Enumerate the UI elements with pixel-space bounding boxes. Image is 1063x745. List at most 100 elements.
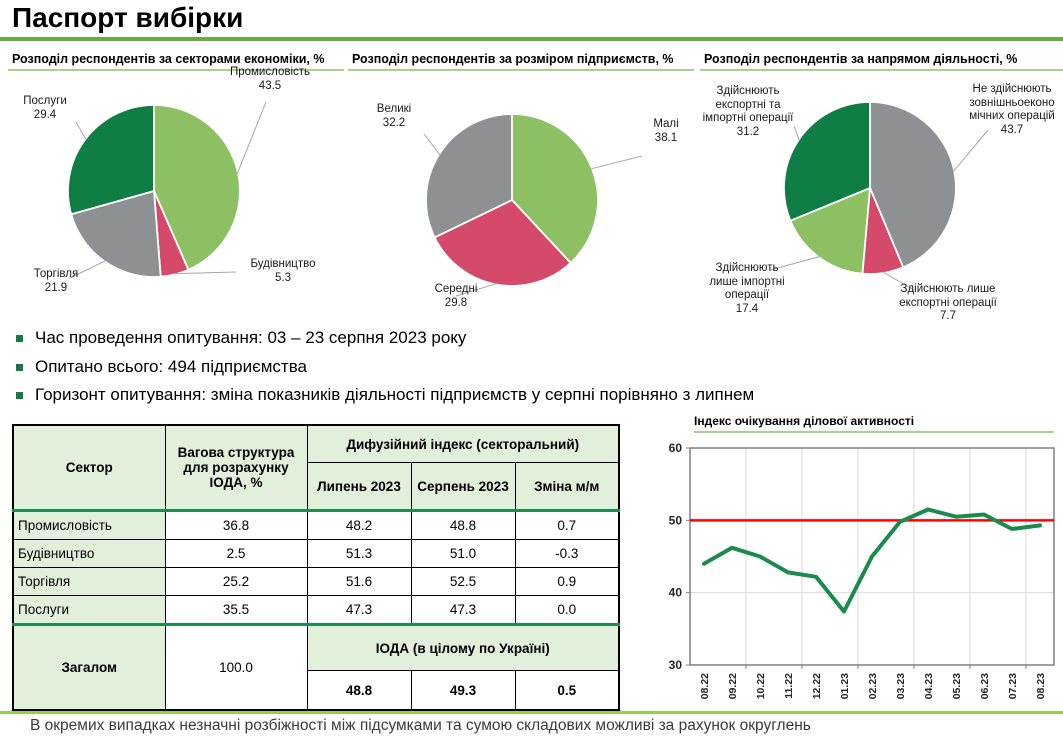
cell-sector: Торгівля [12, 567, 166, 596]
x-tick-label: 05.23 [951, 673, 963, 699]
col-header-diffusion: Дифузійний індекс (секторальний) [306, 424, 620, 463]
pie-slice [153, 104, 241, 271]
cell-weight: 35.5 [164, 595, 308, 625]
pie-chart-title: Розподіл респондентів за секторами еконо… [8, 46, 344, 72]
pie-svg-activity [769, 101, 989, 291]
x-tick-label: 08.23 [1035, 673, 1047, 699]
cell-august: 47.3 [410, 595, 516, 625]
pie-label: Не здійснюють зовнішньоеконо мічних опер… [962, 83, 1062, 137]
bullet-square-icon [16, 335, 23, 342]
business-activity-line-chart: 30 40 50 60 08.22 09.22 10.22 11.22 12.22 01.23 02… [669, 441, 1055, 699]
col-header-change: Зміна м/м [514, 462, 620, 511]
cell-july: 48.2 [306, 509, 412, 540]
list-item: Горизонт опитування: зміна показників ді… [16, 385, 776, 406]
pie-label-text: Здійснюють лише імпортні операції [709, 262, 785, 302]
title-divider [0, 37, 1063, 41]
leader-line [455, 283, 497, 297]
cell-sector: Промисловість [12, 509, 166, 540]
x-tick-label: 12.22 [811, 673, 823, 699]
leader-line [69, 260, 106, 279]
col-header-july: Липень 2023 [306, 462, 412, 511]
pie-label-text: Торгівля [33, 268, 79, 280]
cell-change: 0.9 [514, 567, 620, 596]
pie-svg-size [423, 113, 643, 297]
pie-chart-activity: Розподіл респондентів за напрямом діяльн… [700, 46, 1063, 326]
leader-line [953, 129, 989, 172]
bullet-text: Горизонт опитування: зміна показників ді… [35, 385, 755, 405]
pie-label-value: 17.4 [735, 302, 759, 315]
list-item: Час проведення опитування: 03 – 23 серпн… [16, 328, 776, 349]
table-row: Торгівля 25.2 51.6 52.5 0.9 [12, 567, 620, 596]
leader-line [75, 121, 87, 140]
cell-weight: 25.2 [164, 567, 308, 596]
pie-label-text: Середні [434, 283, 478, 295]
leader-line [591, 155, 643, 170]
x-tick-label: 09.22 [727, 673, 739, 699]
cell-ioda-change: 0.5 [514, 670, 620, 711]
leader-line [882, 271, 915, 291]
x-tick-label: 01.23 [839, 673, 851, 699]
table-row: Будівництво 2.5 51.3 51.0 -0.3 [12, 539, 620, 568]
cell-sector: Послуги [12, 595, 166, 625]
pie-label-text: Послуги [23, 95, 67, 107]
pie-label-value: 29.4 [33, 108, 57, 121]
pie-label-value: 43.7 [1000, 123, 1024, 136]
pie-label: Здійснюють лише експортні операції 7.7 [882, 283, 1014, 324]
cell-sector: Будівництво [12, 539, 166, 568]
cell-weight: 2.5 [164, 539, 308, 568]
x-tick-label: 03.23 [895, 673, 907, 699]
bullet-text: Час проведення опитування: 03 – 23 серпн… [35, 328, 467, 347]
pie-label-value: 32.2 [382, 116, 406, 129]
pie-label-text: Будівництво [250, 258, 316, 270]
table-row: Послуги 35.5 47.3 47.3 0.0 [12, 595, 620, 625]
cell-august: 52.5 [410, 567, 516, 596]
index-line-series [702, 507, 1042, 614]
pie-label: Промисловість 43.5 [215, 66, 325, 93]
y-tick-label: 60 [669, 441, 683, 455]
list-item: Опитано всього: 494 підприємства [16, 357, 776, 378]
pie-label-text: Промисловість [229, 66, 311, 78]
pie-chart-title: Розподіл респондентів за розміром підпри… [348, 46, 694, 72]
pie-label: Великі 32.2 [362, 103, 426, 130]
pie-slice [783, 101, 871, 222]
pie-label-value: 29.8 [444, 296, 468, 309]
bullet-square-icon [16, 392, 23, 400]
pie-label-value: 7.7 [940, 310, 956, 323]
y-tick-label: 40 [669, 586, 683, 600]
pie-label: Послуги 29.4 [10, 95, 80, 122]
diffusion-index-table: Сектор Вагова структура для розрахунку І… [12, 424, 620, 711]
cell-ioda-july: 48.8 [306, 670, 412, 711]
x-tick-label: 11.22 [783, 673, 795, 699]
leader-line [769, 256, 820, 271]
cell-august: 51.0 [410, 539, 516, 568]
pie-label: Торгівля 21.9 [16, 268, 96, 295]
plot-border [689, 447, 1055, 666]
x-tick-label: 06.23 [979, 673, 991, 699]
pie-label: Середні 29.8 [420, 283, 492, 310]
leader-line [423, 133, 441, 156]
pie-label-text: Великі [376, 103, 412, 115]
cell-total-weight: 100.0 [164, 623, 308, 711]
pie-label-text: Здійснюють експортні та імпортні операці… [702, 85, 794, 125]
pie-label-value: 5.3 [275, 271, 291, 284]
cell-change: -0.3 [514, 539, 620, 568]
x-tick-label: 10.22 [755, 673, 767, 699]
x-tick-label: 02.23 [867, 673, 879, 699]
y-tick-label: 50 [669, 513, 683, 527]
pie-label-value: 38.1 [654, 131, 678, 144]
survey-facts-list: Час проведення опитування: 03 – 23 серпн… [16, 328, 776, 414]
pie-label: Малі 38.1 [641, 118, 691, 145]
table-header-row: Сектор Вагова структура для розрахунку І… [12, 424, 620, 511]
leader-line [236, 101, 267, 174]
pie-label-value: 31.2 [736, 125, 760, 138]
pie-label-text: Малі [653, 118, 679, 130]
cell-weight: 36.8 [164, 509, 308, 540]
cell-total-label: Загалом [12, 623, 166, 711]
y-tick-label: 30 [669, 658, 683, 672]
pie-label: Будівництво 5.3 [232, 258, 334, 285]
pie-chart-title: Розподіл респондентів за напрямом діяльн… [700, 46, 1063, 72]
leader-line [174, 271, 237, 275]
x-tick-label: 08.22 [699, 673, 711, 699]
pie-label-text: Здійснюють лише експортні операції [899, 283, 997, 309]
